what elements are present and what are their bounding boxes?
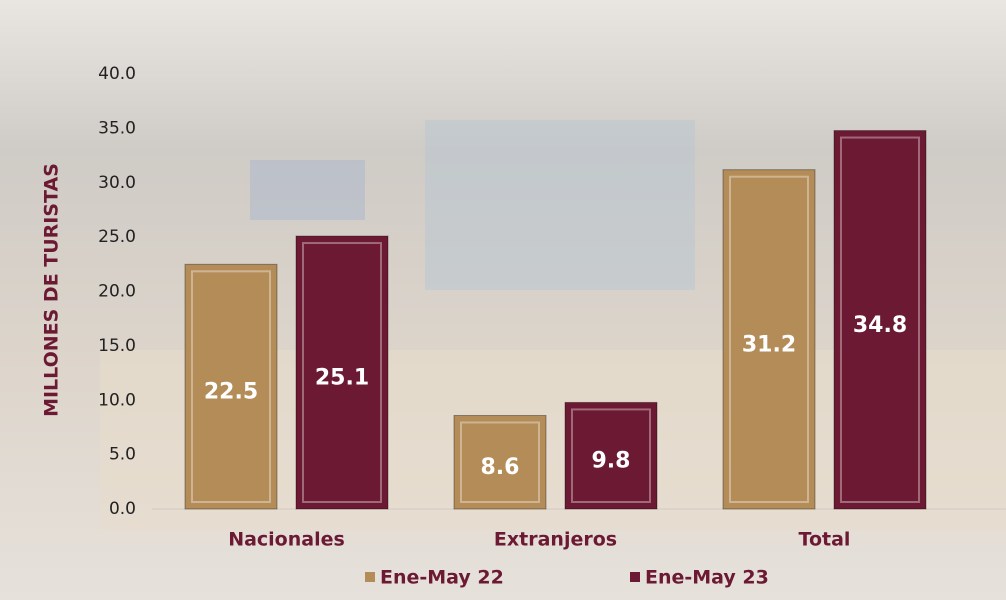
y-tick-label: 35.0 [98, 118, 136, 138]
data-label: 34.8 [853, 313, 907, 338]
bar [184, 263, 278, 510]
y-tick-label: 20.0 [98, 282, 136, 302]
data-label: 25.1 [315, 366, 369, 391]
legend-label: Ene-May 23 [645, 567, 769, 589]
bar-bevel [571, 408, 651, 503]
legend-marker [365, 572, 375, 582]
x-tick-label: Total [799, 529, 851, 551]
bar [564, 401, 658, 510]
legend-label: Ene-May 22 [380, 567, 504, 589]
legend-marker [630, 572, 640, 582]
y-tick-label: 5.0 [109, 445, 136, 465]
y-tick-label: 25.0 [98, 227, 136, 247]
y-axis-label: MILLONES DE TURISTAS [41, 163, 63, 417]
bar-bevel [840, 136, 920, 504]
bar-bevel [191, 270, 271, 503]
y-tick-label: 30.0 [98, 173, 136, 193]
x-tick-label: Extranjeros [494, 529, 617, 551]
data-label: 31.2 [742, 332, 796, 357]
bar-bevel [729, 175, 809, 503]
bar [295, 235, 389, 510]
background-screen [425, 120, 695, 290]
data-label: 9.8 [592, 449, 631, 474]
bar [833, 130, 927, 510]
y-tick-label: 10.0 [98, 390, 136, 410]
bar [722, 169, 816, 510]
bar-bevel [302, 242, 382, 503]
y-tick-label: 40.0 [98, 64, 136, 84]
y-tick-label: 0.0 [109, 499, 136, 519]
x-tick-label: Nacionales [228, 529, 345, 551]
y-tick-label: 15.0 [98, 336, 136, 356]
background-screen [250, 160, 365, 220]
bar-bevel [460, 421, 540, 504]
data-label: 22.5 [204, 380, 258, 405]
bar [453, 414, 547, 510]
data-label: 8.6 [481, 455, 520, 480]
